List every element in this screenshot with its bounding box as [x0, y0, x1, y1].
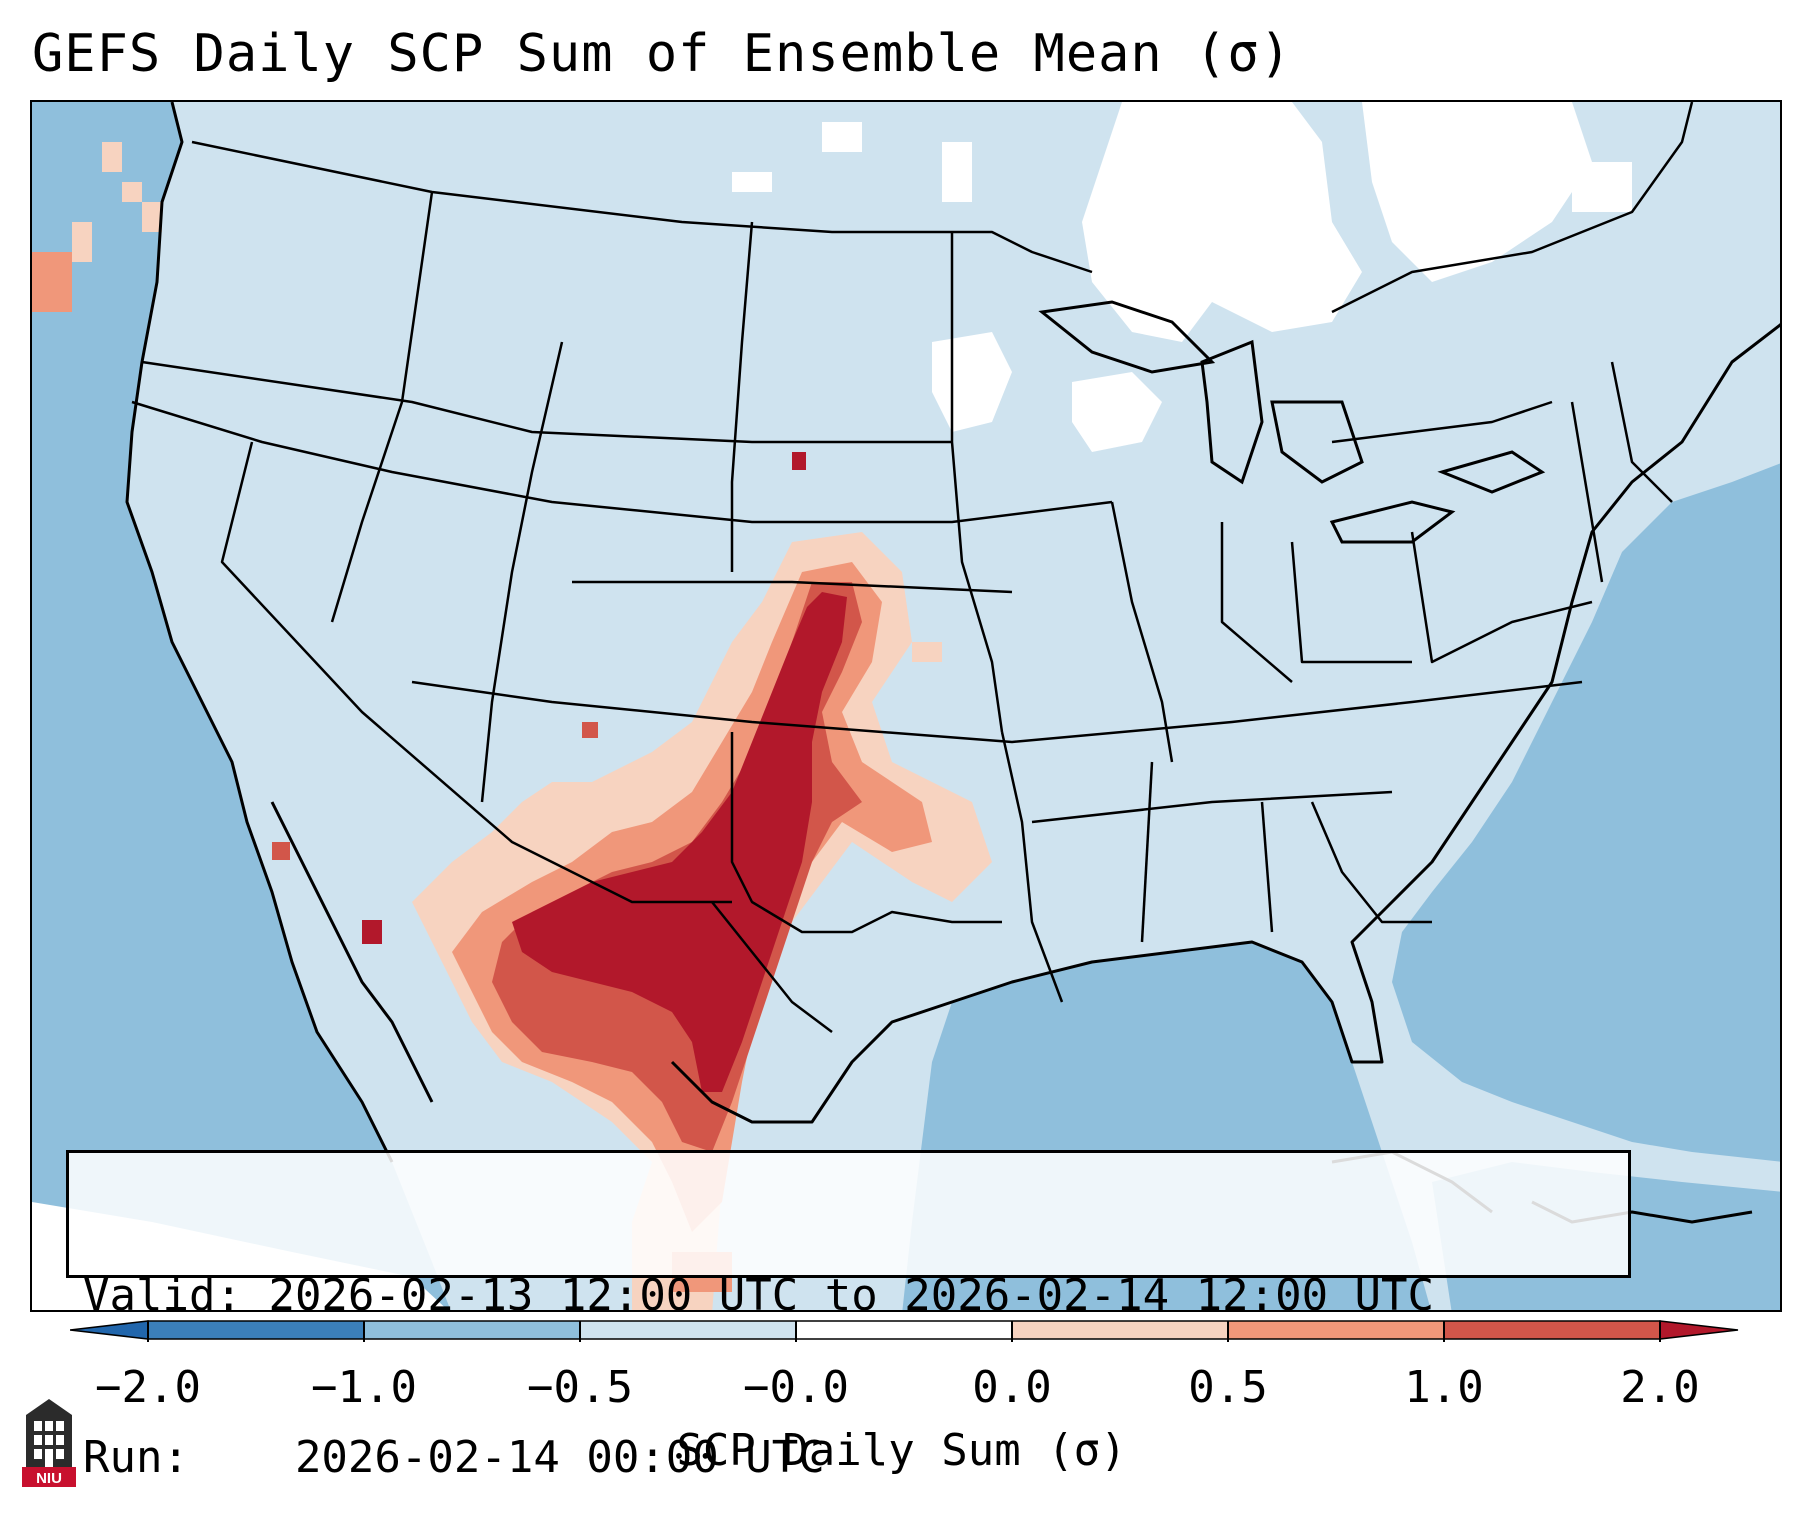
pacific-ocean — [32, 102, 451, 1310]
colorbar-segment-2 — [364, 1321, 580, 1339]
colorbar-tick-label: −2.0 — [95, 1362, 201, 1413]
atlantic-ocean — [1392, 463, 1780, 1162]
colorbar-segment-4 — [796, 1321, 1012, 1339]
west-coast-anomalies — [32, 142, 162, 312]
colorbar-segment-7 — [1444, 1321, 1660, 1339]
colorbar-extend-high — [1659, 1320, 1739, 1340]
colorbar-tick-label: 1.0 — [1404, 1362, 1484, 1413]
map-panel[interactable] — [30, 100, 1782, 1312]
valid-row: Valid: 2026-02-13 12:00 UTC to 2026-02-1… — [83, 1269, 1614, 1323]
run-label: Run: — [83, 1432, 189, 1483]
colorbar-tick-label: 0.5 — [1188, 1362, 1268, 1413]
colorbar-tick-label: 2.0 — [1620, 1362, 1700, 1413]
run-row: Run: 2026-02-14 00:00 UTC — [83, 1431, 1614, 1485]
logo-text: NIU — [36, 1470, 62, 1487]
map-svg — [32, 102, 1780, 1310]
colorbar-segment-6 — [1228, 1321, 1444, 1339]
colorbar — [70, 1320, 1739, 1342]
valid-value: 2026-02-13 12:00 UTC to 2026-02-14 12:00… — [268, 1270, 1435, 1321]
run-value: 2026-02-14 00:00 UTC — [294, 1432, 825, 1483]
niu-logo-icon: NIU — [22, 1399, 76, 1487]
colorbar-extend-low — [70, 1320, 149, 1340]
valid-label: Valid: — [83, 1270, 242, 1321]
colorbar-tick-label: −0.5 — [527, 1362, 633, 1413]
colorbar-tick-label: −0.0 — [743, 1362, 849, 1413]
political-boundaries — [131, 102, 1694, 1033]
colorbar-segment-3 — [580, 1321, 796, 1339]
validity-info-box: Valid: 2026-02-13 12:00 UTC to 2026-02-1… — [66, 1150, 1631, 1483]
colorbar-segment-1 — [148, 1321, 364, 1339]
colorbar-tick-label: 0.0 — [972, 1362, 1052, 1413]
white-areas — [32, 102, 1632, 1310]
colorbar-label: SCP Daily Sum (σ) — [676, 1425, 1127, 1476]
great-lakes — [1038, 300, 1546, 544]
map-title: GEFS Daily SCP Sum of Ensemble Mean (σ) — [32, 24, 1292, 84]
colorbar-tick-label: −1.0 — [311, 1362, 417, 1413]
colorbar-segment-5 — [1012, 1321, 1228, 1339]
